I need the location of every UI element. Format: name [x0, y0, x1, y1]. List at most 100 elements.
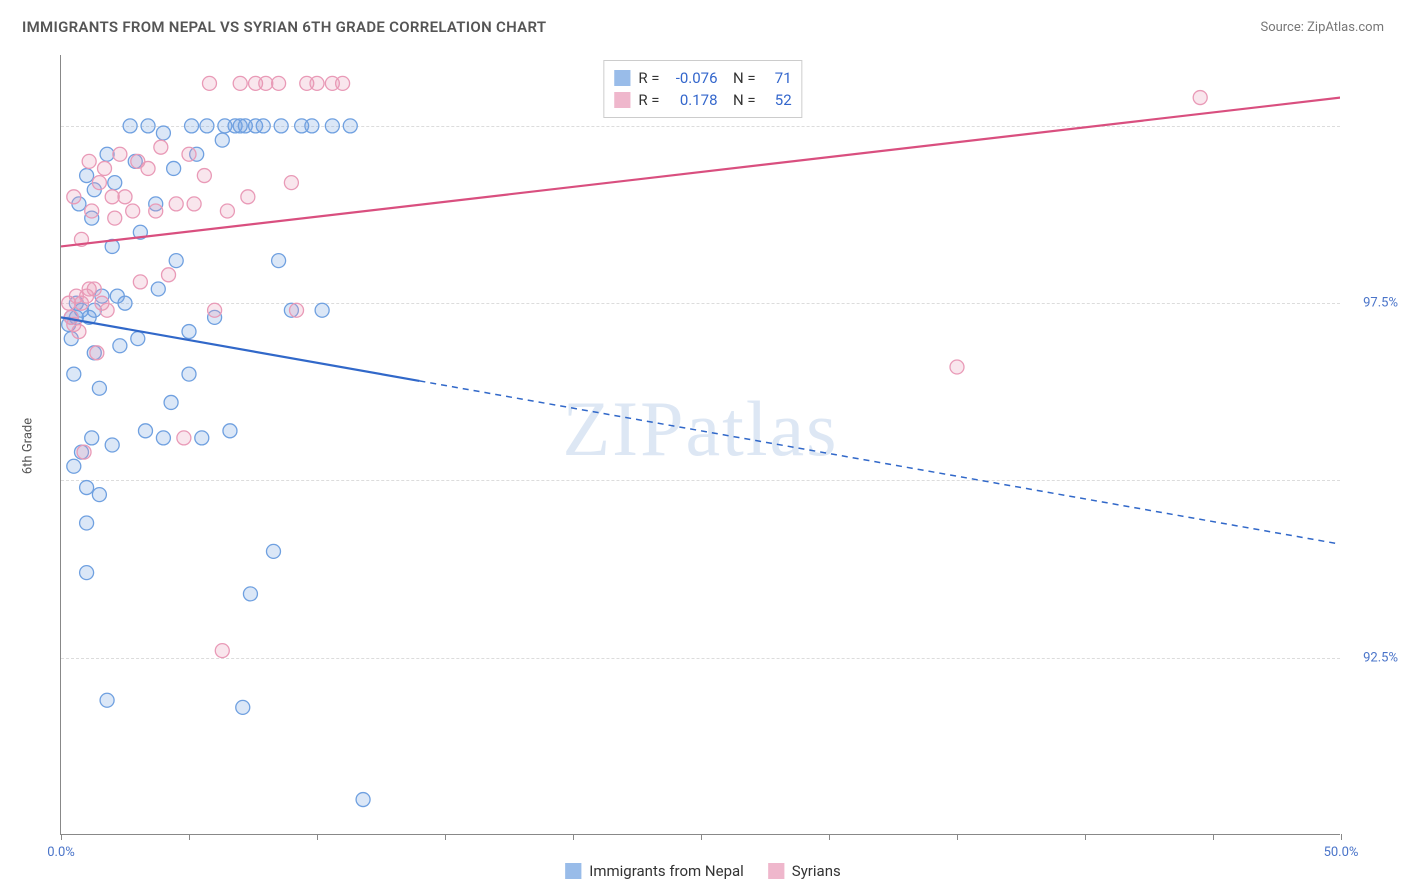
- data-point-nepal: [80, 516, 94, 530]
- data-point-nepal: [138, 424, 152, 438]
- data-point-nepal: [156, 126, 170, 140]
- chart-container: IMMIGRANTS FROM NEPAL VS SYRIAN 6TH GRAD…: [0, 0, 1406, 892]
- data-point-syrians: [72, 325, 86, 339]
- data-point-syrians: [336, 76, 350, 90]
- legend-label-nepal: Immigrants from Nepal: [589, 862, 744, 880]
- data-point-syrians: [187, 197, 201, 211]
- data-point-syrians: [259, 76, 273, 90]
- data-point-syrians: [85, 204, 99, 218]
- data-point-syrians: [202, 76, 216, 90]
- data-point-nepal: [67, 459, 81, 473]
- x-tick-label: 0.0%: [47, 845, 75, 860]
- data-point-nepal: [356, 793, 370, 807]
- data-point-nepal: [156, 431, 170, 445]
- data-point-syrians: [87, 282, 101, 296]
- data-point-syrians: [220, 204, 234, 218]
- data-point-syrians: [208, 303, 222, 317]
- data-point-nepal: [100, 693, 114, 707]
- data-point-nepal: [272, 254, 286, 268]
- data-point-syrians: [154, 140, 168, 154]
- data-point-nepal: [67, 367, 81, 381]
- swatch-nepal: [614, 70, 630, 86]
- data-point-nepal: [80, 566, 94, 580]
- data-point-nepal: [305, 119, 319, 133]
- data-point-nepal: [266, 544, 280, 558]
- data-point-nepal: [343, 119, 357, 133]
- legend-r-syrians: 0.178: [668, 91, 718, 109]
- legend-stats-row-syrians: R = 0.178 N = 52: [614, 89, 791, 111]
- title-row: IMMIGRANTS FROM NEPAL VS SYRIAN 6TH GRAD…: [22, 18, 1384, 36]
- legend-n-syrians: 52: [764, 91, 792, 109]
- data-point-syrians: [284, 176, 298, 190]
- data-point-syrians: [92, 176, 106, 190]
- y-tick-label: 92.5%: [1363, 650, 1398, 665]
- data-point-syrians: [197, 169, 211, 183]
- data-point-nepal: [80, 169, 94, 183]
- data-point-nepal: [141, 119, 155, 133]
- legend-n-nepal: 71: [764, 69, 792, 87]
- data-point-nepal: [315, 303, 329, 317]
- data-point-nepal: [200, 119, 214, 133]
- data-point-nepal: [243, 587, 257, 601]
- data-point-nepal: [182, 325, 196, 339]
- data-point-syrians: [290, 303, 304, 317]
- data-point-syrians: [105, 190, 119, 204]
- legend-r-label: R =: [638, 91, 659, 109]
- plot-area: ZIPatlas 92.5%97.5%0.0%50.0%: [60, 55, 1340, 835]
- data-point-syrians: [82, 154, 96, 168]
- data-point-nepal: [85, 431, 99, 445]
- data-point-syrians: [215, 644, 229, 658]
- data-point-nepal: [274, 119, 288, 133]
- data-point-nepal: [236, 700, 250, 714]
- data-point-syrians: [169, 197, 183, 211]
- legend-r-nepal: -0.076: [668, 69, 718, 87]
- plot-svg: [61, 55, 1340, 834]
- data-point-nepal: [256, 119, 270, 133]
- data-point-nepal: [123, 119, 137, 133]
- data-point-syrians: [241, 190, 255, 204]
- data-point-nepal: [164, 395, 178, 409]
- data-point-syrians: [108, 211, 122, 225]
- y-tick-label: 97.5%: [1363, 296, 1398, 311]
- data-point-nepal: [105, 438, 119, 452]
- data-point-nepal: [223, 424, 237, 438]
- data-point-nepal: [151, 282, 165, 296]
- data-point-nepal: [118, 296, 132, 310]
- data-point-nepal: [215, 133, 229, 147]
- legend-r-label: R =: [638, 69, 659, 87]
- source-label: Source: ZipAtlas.com: [1260, 20, 1384, 35]
- y-axis-title: 6th Grade: [21, 418, 36, 474]
- data-point-syrians: [141, 161, 155, 175]
- data-point-nepal: [325, 119, 339, 133]
- data-point-syrians: [113, 147, 127, 161]
- data-point-nepal: [100, 147, 114, 161]
- legend-n-label: N =: [726, 91, 756, 109]
- data-point-syrians: [100, 303, 114, 317]
- data-point-syrians: [177, 431, 191, 445]
- data-point-nepal: [131, 332, 145, 346]
- data-point-nepal: [92, 488, 106, 502]
- swatch-syrians: [614, 92, 630, 108]
- data-point-syrians: [126, 204, 140, 218]
- legend-stats-row-nepal: R = -0.076 N = 71: [614, 67, 791, 89]
- legend-bottom: Immigrants from Nepal Syrians: [565, 862, 840, 880]
- data-point-syrians: [77, 445, 91, 459]
- data-point-nepal: [113, 339, 127, 353]
- data-point-syrians: [182, 147, 196, 161]
- data-point-nepal: [108, 176, 122, 190]
- data-point-syrians: [310, 76, 324, 90]
- data-point-syrians: [272, 76, 286, 90]
- data-point-syrians: [233, 76, 247, 90]
- data-point-nepal: [185, 119, 199, 133]
- x-tick-label: 50.0%: [1324, 845, 1359, 860]
- data-point-nepal: [92, 381, 106, 395]
- legend-item-nepal: Immigrants from Nepal: [565, 862, 744, 880]
- data-point-nepal: [195, 431, 209, 445]
- legend-n-label: N =: [726, 69, 756, 87]
- data-point-syrians: [149, 204, 163, 218]
- data-point-syrians: [162, 268, 176, 282]
- legend-label-syrians: Syrians: [792, 862, 841, 880]
- swatch-nepal-icon: [565, 863, 581, 879]
- swatch-syrians-icon: [768, 863, 784, 879]
- data-point-syrians: [90, 346, 104, 360]
